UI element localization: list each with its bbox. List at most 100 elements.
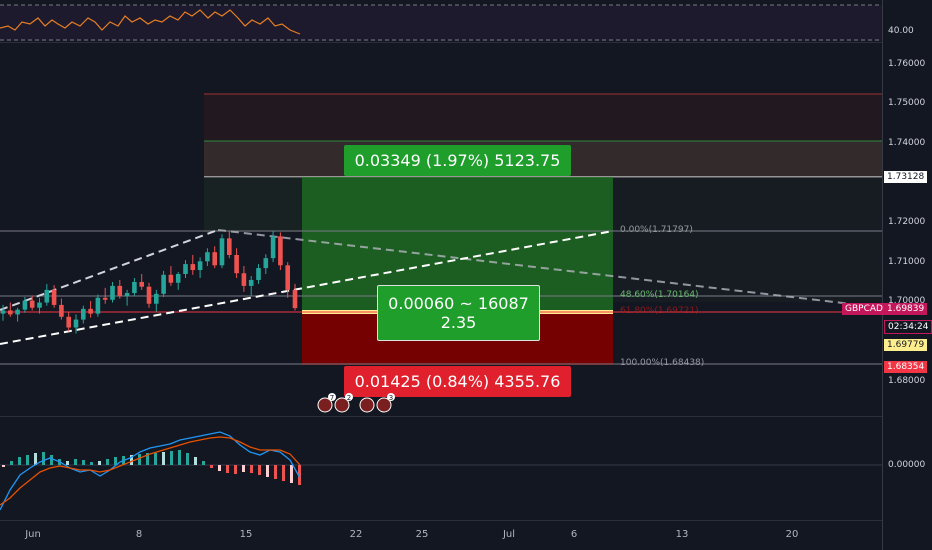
candle-body — [234, 254, 239, 274]
candle-body — [81, 308, 86, 320]
date-label-20: 20 — [785, 529, 799, 540]
price-axis[interactable] — [882, 0, 932, 550]
candle-body — [132, 281, 137, 294]
candle-body — [292, 289, 298, 309]
macd-bar — [194, 457, 197, 465]
position-center-line1: 0.00060 ~ 16087 — [388, 294, 529, 313]
stop-label[interactable]: 0.01425 (0.84%) 4355.76 — [344, 366, 571, 397]
macd-bar — [98, 461, 101, 465]
event-marker-count-2: 2 — [347, 394, 351, 402]
candle-body — [37, 302, 42, 308]
macd-bar — [82, 460, 85, 465]
entry-price-tag: 1.69779 — [884, 339, 928, 351]
candle-body — [227, 238, 232, 255]
macd-bar — [226, 465, 229, 473]
date-label-22: 22 — [349, 529, 363, 540]
macd-bar — [170, 451, 173, 465]
candle-body — [205, 252, 210, 262]
event-marker-group[interactable]: 7 2 3 — [316, 393, 406, 415]
macd-bar — [66, 461, 69, 465]
candle-body — [190, 264, 196, 271]
candle-body — [212, 252, 217, 266]
candle-body — [161, 274, 166, 294]
date-label-jun: Jun — [25, 529, 41, 540]
macd-histogram — [2, 450, 301, 485]
macd-separator — [0, 416, 932, 417]
candle-body — [66, 316, 71, 328]
trendline-desc — [217, 229, 861, 306]
price-label-174: 1.74000 — [888, 138, 926, 148]
candle-series — [0, 230, 298, 334]
candle-body — [73, 319, 79, 328]
fib-level-486: 48.60%(1.70164) — [620, 290, 699, 300]
macd-bar — [130, 455, 133, 465]
rsi-line — [0, 9, 301, 35]
macd-bar — [18, 457, 21, 465]
macd-bar — [210, 465, 213, 468]
bar-timer-tag: 02:34:24 — [884, 320, 932, 334]
fib-level-618: 61.80%(1.69721) — [620, 306, 699, 316]
price-label-170: 1.70000 — [888, 296, 926, 306]
candle-body — [8, 310, 13, 315]
right-shade — [613, 177, 882, 302]
macd-bar — [154, 453, 157, 465]
pre-zone-shade — [204, 177, 302, 232]
macd-bar — [50, 455, 53, 465]
macd-bar — [90, 462, 93, 465]
candle-body — [124, 293, 130, 296]
candle-body — [110, 285, 115, 300]
candle-body — [15, 309, 20, 315]
target-label[interactable]: 0.03349 (1.97%) 5123.75 — [344, 145, 571, 176]
macd-bar — [250, 465, 253, 473]
macd-bar — [106, 459, 109, 465]
date-axis-line — [0, 520, 932, 521]
macd-line — [0, 431, 301, 511]
candle-body — [197, 261, 203, 271]
date-label-jul: Jul — [502, 529, 516, 540]
macd-bar — [186, 453, 189, 465]
rsi-band — [0, 5, 882, 41]
price-label-168: 1.68000 — [888, 376, 926, 386]
macd-bar — [282, 465, 285, 481]
macd-bar — [234, 465, 237, 474]
candle-body — [248, 279, 254, 286]
candle-body — [51, 289, 57, 305]
candle-body — [278, 236, 283, 266]
macd-bar — [298, 465, 301, 485]
macd-bar — [2, 465, 5, 467]
price-label-172: 1.72000 — [888, 217, 926, 227]
candle-body — [59, 304, 64, 317]
target-price-tag: 1.73128 — [884, 171, 928, 183]
rsi-axis-label: 40.00 — [888, 26, 914, 36]
price-label-176: 1.76000 — [888, 59, 926, 69]
stop-price-tag: 1.68354 — [884, 361, 928, 373]
macd-bar — [290, 465, 293, 483]
date-label-8: 8 — [135, 529, 143, 540]
candle-body — [154, 293, 159, 304]
candle-body — [241, 273, 247, 286]
fib-level-0: 0.00%(1.71797) — [620, 225, 693, 235]
macd-bar — [274, 465, 277, 479]
date-label-6: 6 — [570, 529, 578, 540]
candle-body — [263, 258, 269, 269]
candle-body — [102, 297, 108, 300]
macd-bar — [10, 461, 13, 465]
position-center-label[interactable]: 0.00060 ~ 16087 2.35 — [377, 285, 540, 341]
event-marker-count-3: 3 — [389, 394, 393, 402]
symbol-tag: GBPCAD — [842, 303, 886, 315]
candle-body — [146, 286, 152, 304]
date-label-15: 15 — [239, 529, 253, 540]
candle-body — [256, 268, 261, 280]
date-label-13: 13 — [675, 529, 689, 540]
macd-bar — [146, 453, 149, 465]
candle-body — [44, 289, 50, 303]
candle-body — [95, 297, 101, 314]
candle-body — [168, 274, 174, 283]
price-label-171: 1.71000 — [888, 257, 926, 267]
macd-bar — [26, 455, 29, 465]
candle-body — [270, 236, 276, 259]
candle-body — [22, 300, 28, 310]
macd-bar — [34, 453, 37, 465]
